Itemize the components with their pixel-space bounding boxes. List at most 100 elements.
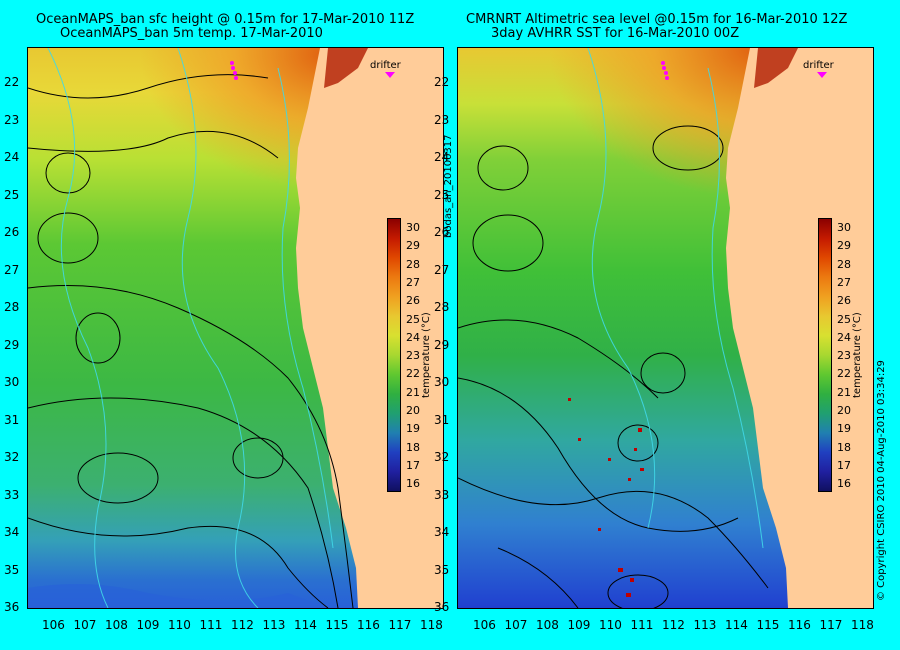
left-colorbar-tick: 24: [406, 330, 420, 344]
left-lat-tick: 29: [4, 337, 20, 352]
right-drifter-label: drifter: [803, 60, 834, 71]
right-colorbar-tick: 27: [837, 275, 851, 289]
copyright-label: © Copyright CSIRO 2010 04-Aug-2010 03:34…: [876, 360, 887, 601]
right-lat-tick: 36: [434, 600, 450, 614]
right-lon-tick: 112: [662, 618, 685, 632]
right-title-line1: CMRNRT Altimetric sea level @0.15m for 1…: [466, 12, 848, 27]
right-lon-tick: 106: [473, 618, 496, 632]
right-lat-tick: 26: [434, 225, 450, 239]
left-lat-tick: 35: [4, 562, 20, 577]
right-lon-tick: 108: [536, 618, 559, 632]
right-colorbar-tick: 23: [837, 349, 851, 363]
left-lon-tick: 112: [231, 618, 254, 632]
left-drifter-label: drifter: [370, 60, 401, 71]
right-lat-tick: 33: [434, 487, 450, 502]
right-colorbar-tick: 21: [837, 385, 851, 399]
left-title-line2: OceanMAPS_ban 5m temp. 17-Mar-2010: [60, 26, 323, 41]
right-lat-tick: 24: [434, 150, 450, 164]
right-colorbar-tick: 29: [837, 239, 851, 253]
left-colorbar-tick: 19: [406, 422, 420, 436]
left-lat-tick: 31: [4, 412, 20, 427]
left-colorbar-tick: 27: [406, 275, 420, 289]
right-colorbar-tick: 28: [837, 257, 851, 271]
left-colorbar-tick: 21: [406, 385, 420, 399]
left-lat-tick: 22: [4, 75, 20, 89]
right-colorbar-tick: 26: [837, 294, 851, 308]
right-lon-tick: 118: [851, 618, 874, 632]
left-map: [28, 48, 443, 608]
right-lat-tick: 35: [434, 562, 450, 577]
right-lon-tick: 115: [756, 618, 780, 632]
left-colorbar-tick: 30: [406, 221, 420, 234]
left-colorbar-tick: 16: [406, 477, 420, 491]
left-lat-tick: 26: [4, 225, 20, 239]
right-lat-tick: 29: [434, 337, 450, 352]
left-lon-tick: 118: [420, 618, 443, 632]
left-lon-tick: 111: [199, 618, 223, 632]
right-lat-tick: 32: [434, 450, 450, 464]
right-lon-tick: 117: [819, 618, 843, 632]
right-lat-tick: 31: [434, 412, 450, 427]
left-lat-tick: 28: [4, 300, 20, 314]
right-colorbar-tick: 25: [837, 312, 851, 326]
left-lat-tick: 23: [4, 112, 20, 127]
left-lat-tick: 24: [4, 150, 20, 164]
right-colorbar-unit: temperature (°C): [852, 312, 863, 398]
right-colorbar-tick: 22: [837, 367, 851, 381]
right-colorbar-tick: 20: [837, 404, 851, 417]
left-colorbar-tick: 26: [406, 294, 420, 308]
left-colorbar-tick: 29: [406, 239, 420, 253]
right-colorbar-tick: 17: [837, 458, 851, 472]
left-colorbar-scale: [387, 218, 401, 492]
left-colorbar-tick: 23: [406, 349, 420, 363]
right-lat-tick: 25: [434, 187, 450, 202]
left-lon-tick: 115: [325, 618, 349, 632]
left-lat-tick: 25: [4, 187, 20, 202]
left-colorbar-tick: 25: [406, 312, 420, 326]
right-lon-tick: 107: [504, 618, 528, 632]
left-lon-tick: 109: [136, 618, 160, 632]
right-colorbar-tick: 19: [837, 422, 851, 436]
right-lat-tick: 30: [434, 375, 450, 389]
right-lat-tick: 23: [434, 112, 450, 127]
left-lat-tick: 34: [4, 525, 20, 539]
right-colorbar-tick: 16: [837, 477, 851, 491]
right-lon-tick: 110: [599, 618, 622, 632]
right-map: [458, 48, 873, 608]
left-colorbar-unit: temperature (°C): [421, 312, 432, 398]
right-lat-tick: 28: [434, 300, 450, 314]
right-lon-tick: 109: [567, 618, 591, 632]
left-lon-tick: 114: [294, 618, 317, 632]
right-drifter-track: [661, 61, 669, 80]
left-lon-tick: 116: [357, 618, 380, 632]
left-colorbar-tick: 18: [406, 440, 420, 454]
left-lon-tick: 117: [388, 618, 412, 632]
left-lon-tick: 108: [105, 618, 128, 632]
left-lat-tick: 33: [4, 487, 20, 502]
right-colorbar-tick: 30: [837, 221, 851, 234]
left-lon-tick: 107: [73, 618, 97, 632]
right-colorbar-scale: [818, 218, 832, 492]
left-title-line1: OceanMAPS_ban sfc height @ 0.15m for 17-…: [36, 12, 415, 27]
right-map-panel: [457, 47, 874, 609]
right-title-line2: 3day AVHRR SST for 16-Mar-2010 00Z: [491, 26, 740, 41]
right-colorbar-tick: 24: [837, 330, 851, 344]
left-lon-tick: 106: [42, 618, 65, 632]
right-lon-tick: 111: [630, 618, 654, 632]
left-map-panel: [27, 47, 444, 609]
left-colorbar-tick: 20: [406, 404, 420, 417]
left-lat-tick: 32: [4, 450, 20, 464]
left-colorbar-tick: 28: [406, 257, 420, 271]
right-colorbar-tick: 18: [837, 440, 851, 454]
left-colorbar-tick: 22: [406, 367, 420, 381]
right-lon-tick: 113: [693, 618, 717, 632]
left-lon-tick: 110: [168, 618, 191, 632]
right-lon-tick: 114: [725, 618, 748, 632]
left-colorbar-tick: 17: [406, 458, 420, 472]
left-lon-tick: 113: [262, 618, 286, 632]
right-lat-tick: 22: [434, 75, 450, 89]
left-drifter-track: [230, 61, 238, 80]
right-lat-tick: 34: [434, 525, 450, 539]
right-lat-tick: 27: [434, 262, 450, 277]
right-drifter-marker: [817, 72, 827, 78]
